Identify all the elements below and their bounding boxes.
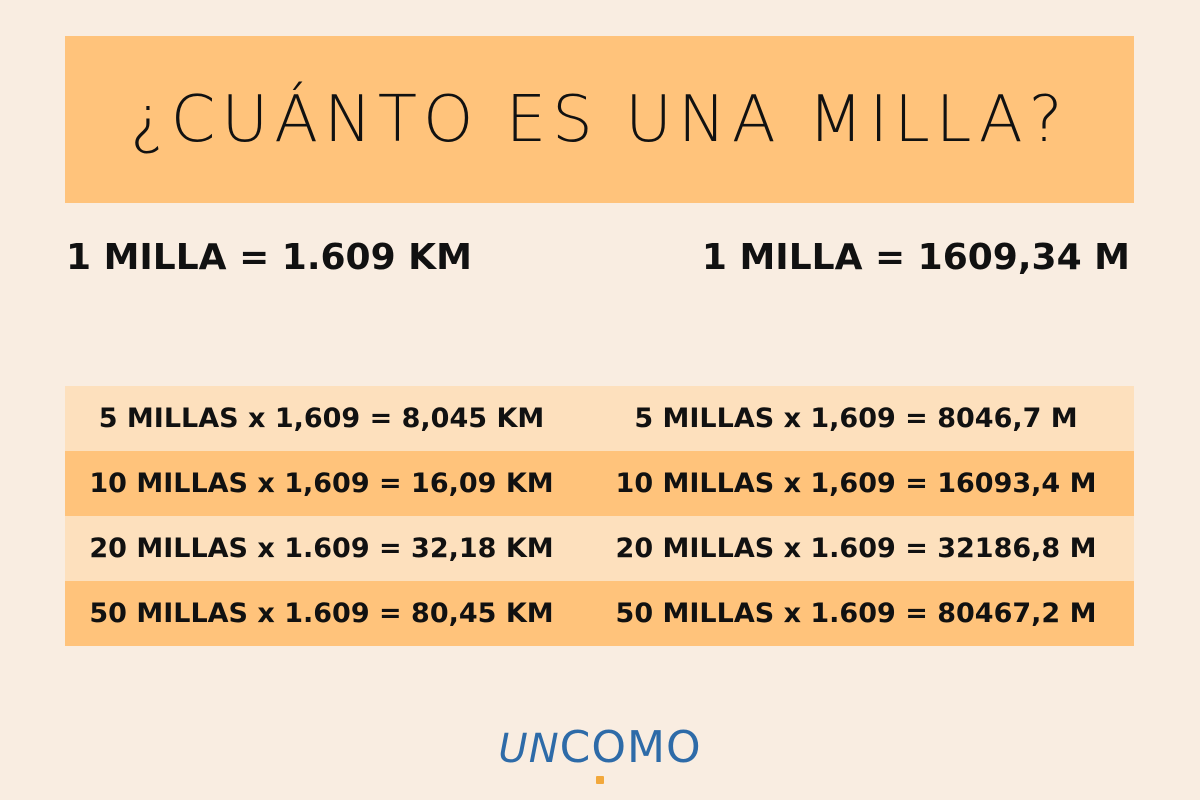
table-cell-km: 5 MILLAS x 1,609 = 8,045 KM (98, 403, 545, 434)
equivalence-km: 1 MILLA = 1.609 KM (66, 237, 472, 278)
page-title: ¿CUÁNTO ES UNA MILLA? (130, 82, 1069, 157)
logo-dot-icon (596, 776, 604, 784)
logo-prefix: UN (498, 726, 560, 772)
equivalence-m: 1 MILLA = 1609,34 M (701, 237, 1130, 278)
table-row: 50 MILLAS x 1.609 = 80,45 KM 50 MILLAS x… (65, 581, 1134, 646)
table-cell-km: 20 MILLAS x 1.609 = 32,18 KM (89, 533, 554, 564)
table-cell-m: 10 MILLAS x 1,609 = 16093,4 M (615, 468, 1097, 499)
table-cell-m: 5 MILLAS x 1,609 = 8046,7 M (634, 403, 1078, 434)
logo-suffix: COMO (559, 722, 702, 773)
table-cell-km: 50 MILLAS x 1.609 = 80,45 KM (89, 598, 554, 629)
table-row: 5 MILLAS x 1,609 = 8,045 KM 5 MILLAS x 1… (65, 386, 1134, 451)
table-cell-m: 50 MILLAS x 1.609 = 80467,2 M (615, 598, 1097, 629)
uncomo-logo[interactable]: UNCOMO (0, 722, 1200, 773)
title-banner: ¿CUÁNTO ES UNA MILLA? (65, 36, 1134, 203)
table-cell-km: 10 MILLAS x 1,609 = 16,09 KM (89, 468, 554, 499)
table-row: 20 MILLAS x 1.609 = 32,18 KM 20 MILLAS x… (65, 516, 1134, 581)
table-cell-m: 20 MILLAS x 1.609 = 32186,8 M (615, 533, 1097, 564)
conversion-table: 5 MILLAS x 1,609 = 8,045 KM 5 MILLAS x 1… (65, 386, 1134, 646)
table-row: 10 MILLAS x 1,609 = 16,09 KM 10 MILLAS x… (65, 451, 1134, 516)
